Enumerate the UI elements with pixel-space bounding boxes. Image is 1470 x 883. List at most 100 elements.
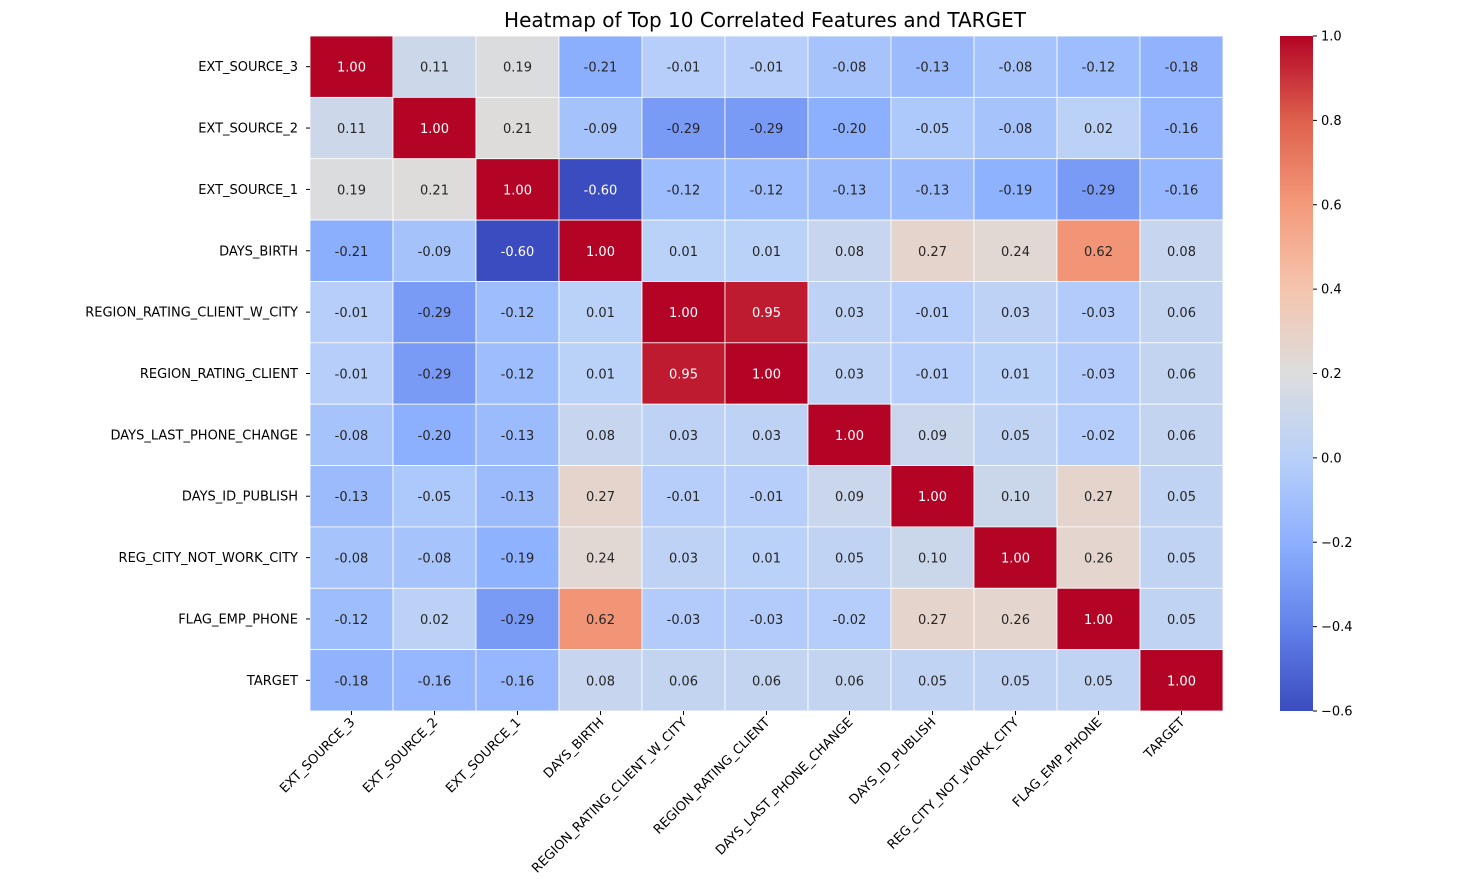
heatmap-cell [973, 158, 1058, 221]
cell-value-label: 1.00 [503, 183, 532, 198]
cell-value-label: 0.01 [1001, 368, 1030, 383]
colorbar: −0.6 −0.4 −0.2 0.0 0.2 0.4 0.6 0.8 1.0 [1280, 30, 1353, 720]
y-tick-label: EXT_SOURCE_3 [198, 60, 298, 75]
heatmap-cell [475, 281, 560, 344]
heatmap-cell [807, 96, 892, 160]
cell-value-label: 0.03 [1001, 306, 1030, 321]
cell-value-label: -0.29 [667, 122, 701, 137]
cell-value-label: -0.12 [750, 183, 784, 198]
cell-value-label: 0.05 [1167, 490, 1196, 505]
cell-value-label: -0.01 [750, 490, 784, 505]
x-tick-label: TARGET [1141, 715, 1188, 762]
cell-value-label: -0.02 [833, 613, 867, 628]
cell-value-label: -0.19 [999, 183, 1033, 198]
heatmap-cell [724, 219, 809, 282]
cell-value-label: 0.05 [1167, 552, 1196, 567]
cell-value-label: -0.03 [1082, 368, 1116, 383]
heatmap-cell [807, 465, 892, 528]
cell-value-label: -0.21 [335, 245, 369, 260]
cell-value-label: 0.03 [752, 429, 781, 444]
heatmap-cell [973, 403, 1058, 466]
cell-value-label: -0.08 [335, 429, 369, 444]
heatmap-cell [392, 342, 477, 405]
x-axis-tick-labels: EXT_SOURCE_3 EXT_SOURCE_2 EXT_SOURCE_1 DAYS… [277, 711, 1188, 876]
heatmap-cell [309, 281, 394, 344]
heatmap-cell [1056, 526, 1141, 589]
cell-value-label: -0.03 [1082, 306, 1116, 321]
cell-value-label: -0.12 [501, 306, 535, 321]
cell-value-label: 0.08 [586, 429, 615, 444]
cell-value-label: -0.29 [501, 613, 535, 628]
cell-value-label: 0.21 [503, 122, 532, 137]
heatmap-cell [392, 403, 477, 466]
heatmap-cell [890, 465, 975, 528]
heatmap-cell [890, 587, 975, 651]
heatmap-cell [1056, 465, 1141, 528]
heatmap-cell [309, 526, 394, 589]
heatmap-cell [1139, 465, 1224, 528]
cell-value-label: -0.03 [750, 613, 784, 628]
cell-value-label: 1.00 [337, 61, 366, 76]
heatmap-cell [392, 649, 477, 712]
cell-value-label: -0.13 [916, 61, 950, 76]
cell-value-label: -0.12 [335, 613, 369, 628]
cell-value-label: -0.08 [999, 61, 1033, 76]
cell-value-label: 0.01 [752, 245, 781, 260]
heatmap-cell [1139, 526, 1224, 589]
cell-value-label: 0.05 [1167, 613, 1196, 628]
heatmap-cell [1139, 403, 1224, 466]
heatmap-cell [1139, 342, 1224, 405]
cell-value-label: 0.27 [918, 613, 947, 628]
cell-value-label: 0.01 [586, 368, 615, 383]
cell-value-label: -0.20 [418, 429, 452, 444]
cell-value-label: -0.05 [418, 490, 452, 505]
heatmap-cell [558, 96, 643, 160]
cell-value-label: -0.03 [667, 613, 701, 628]
cell-value-label: -0.08 [418, 552, 452, 567]
cell-value-label: -0.16 [1165, 183, 1199, 198]
colorbar-tick-label: 0.6 [1321, 198, 1342, 213]
cell-value-label: -0.13 [501, 490, 535, 505]
cell-value-label: -0.01 [335, 368, 369, 383]
x-tick-label: REG_CITY_NOT_WORK_CITY [885, 715, 1023, 853]
heatmap-cell [724, 465, 809, 528]
cell-value-label: -0.16 [1165, 122, 1199, 137]
heatmap-cell [392, 35, 477, 98]
heatmap-cell [724, 587, 809, 651]
heatmap-cell [558, 281, 643, 344]
cell-value-label: 0.08 [1167, 245, 1196, 260]
heatmap-cell [890, 96, 975, 160]
cell-value-label: 0.03 [669, 429, 698, 444]
heatmap-cell [309, 342, 394, 405]
y-tick-label: REG_CITY_NOT_WORK_CITY [119, 551, 299, 566]
cell-value-label: 1.00 [420, 122, 449, 137]
cell-value-label: 0.05 [1001, 429, 1030, 444]
cell-value-label: 0.02 [420, 613, 449, 628]
heatmap-cell [890, 403, 975, 466]
heatmap-cell [890, 35, 975, 98]
cell-value-label: 0.24 [1001, 245, 1030, 260]
heatmap-cell [724, 158, 809, 221]
x-tick-label: FLAG_EMP_PHONE [1010, 715, 1105, 810]
cell-value-label: 0.27 [586, 490, 615, 505]
heatmap-cell [890, 526, 975, 589]
heatmap-cell [392, 281, 477, 344]
cell-value-label: -0.02 [1082, 429, 1116, 444]
x-tick-label: EXT_SOURCE_1 [443, 715, 524, 796]
heatmap-cell [392, 465, 477, 528]
cell-value-label: 0.05 [1084, 674, 1113, 689]
cell-value-label: -0.20 [833, 122, 867, 137]
heatmap-cell [558, 219, 643, 282]
heatmap-cell [475, 158, 560, 221]
heatmap-cell [1139, 219, 1224, 282]
heatmap-cell [309, 158, 394, 221]
heatmap-cell [641, 96, 726, 160]
cell-value-label: 0.24 [586, 552, 615, 567]
cell-value-label: -0.18 [1165, 61, 1199, 76]
cell-value-label: 0.03 [835, 306, 864, 321]
colorbar-tick-label: 0.0 [1321, 451, 1342, 466]
heatmap-cell [973, 465, 1058, 528]
cell-value-label: 0.27 [918, 245, 947, 260]
heatmap-cell [807, 158, 892, 221]
